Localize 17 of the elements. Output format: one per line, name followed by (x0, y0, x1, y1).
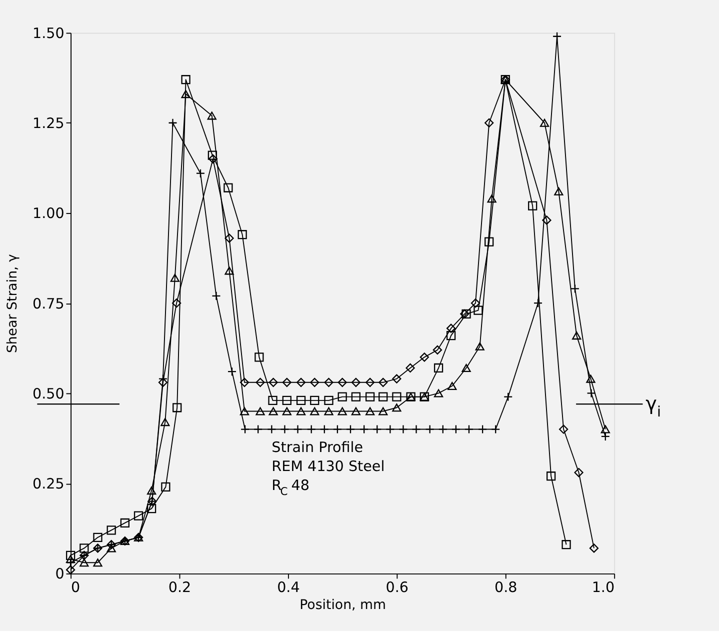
y-axis-title: Shear Strain, γ (5, 254, 20, 354)
y-tick-label: 0.25 (32, 476, 64, 493)
y-tick-label: 1.25 (32, 116, 64, 132)
x-tick-label: 1.0 (592, 580, 615, 596)
x-tick-label: 0.8 (494, 580, 518, 596)
y-tick-label: 0.50 (32, 386, 64, 402)
x-tick-label: 0 (71, 580, 80, 596)
y-tick-label: 0 (55, 566, 64, 583)
x-axis-title: Position, mm (300, 598, 386, 614)
y-tick-label: 1.00 (32, 206, 64, 222)
annotation: REM 4130 Steel (272, 458, 385, 475)
x-tick-label: 0.6 (386, 580, 409, 596)
y-tick-label: 1.50 (32, 26, 64, 42)
annotation: Strain Profile (272, 440, 364, 456)
x-tick-label: 0.2 (168, 580, 192, 596)
x-tick-label: 0.4 (277, 580, 300, 596)
y-tick-label: 0.75 (32, 296, 64, 312)
